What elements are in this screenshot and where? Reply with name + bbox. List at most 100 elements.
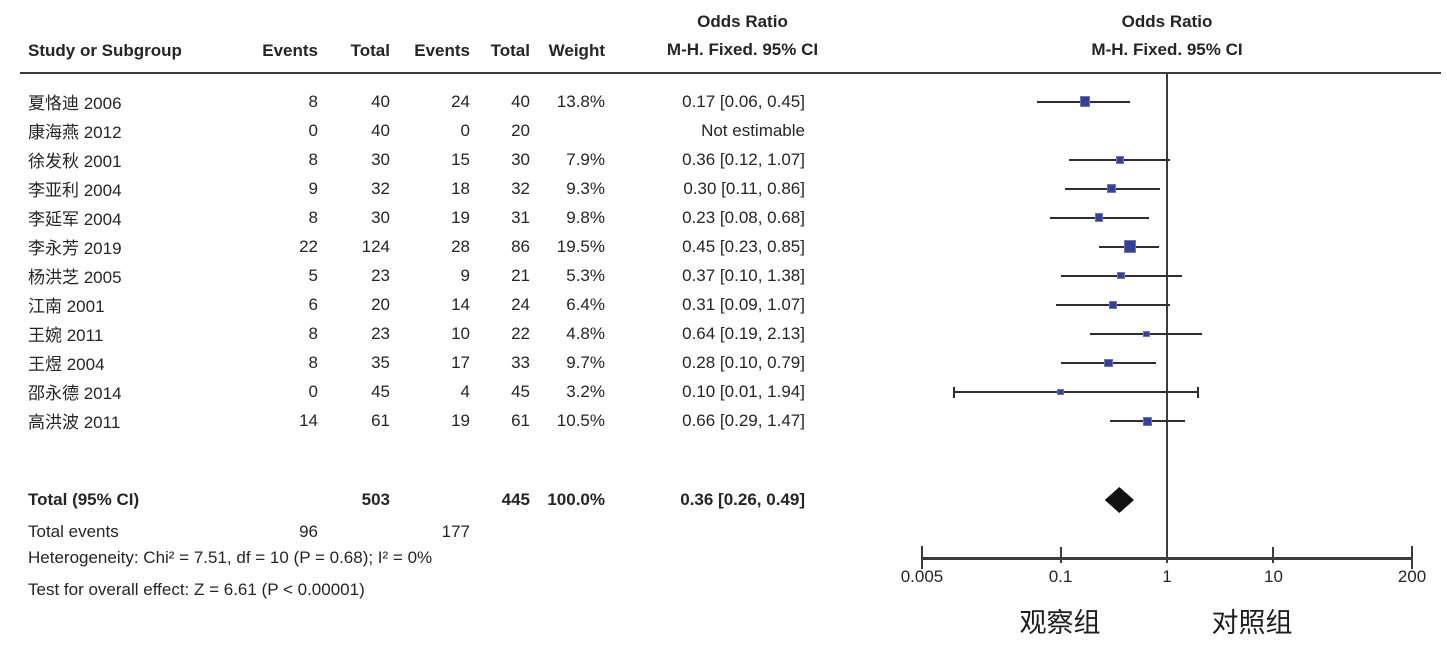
ci-cap-left	[953, 386, 956, 398]
total-or-ci: 0.36 [0.26, 0.49]	[680, 489, 805, 509]
x-axis-tick	[1059, 547, 1062, 563]
total-ctrl-cell: 33	[511, 352, 530, 372]
study-name-cell: 高洪波 2011	[28, 413, 121, 432]
or-column-header: Odds Ratio M-H. Fixed. 95% CI	[600, 8, 885, 64]
x-axis-tick-label: 1	[1162, 567, 1172, 586]
or-ci-cell: 0.64 [0.19, 2.13]	[682, 323, 805, 343]
total-ctrl-n: 445	[501, 489, 530, 509]
total-weight: 100.0%	[547, 489, 605, 509]
study-name-cell: 江南 2001	[28, 297, 105, 316]
or-point-square	[1106, 184, 1116, 194]
or-ci-cell: 0.45 [0.23, 0.85]	[682, 236, 805, 256]
or-ci-cell: 0.10 [0.01, 1.94]	[682, 381, 805, 401]
weight-cell: 13.8%	[556, 91, 605, 111]
total-label: Total (95% CI)	[28, 489, 140, 509]
weight-cell: 3.2%	[566, 381, 605, 401]
study-name-cell: 邵永德 2014	[28, 384, 122, 403]
ci-line	[1099, 245, 1160, 248]
events-ctrl-cell: 18	[451, 178, 470, 198]
ci-line	[1060, 362, 1157, 365]
x-axis-tick-label: 200	[1397, 567, 1427, 586]
header-events-ctrl: Events	[414, 40, 470, 60]
events-ctrl-cell: 28	[451, 236, 470, 256]
weight-cell: 5.3%	[566, 265, 605, 285]
header-rule	[20, 72, 1441, 74]
table-row: 康海燕 2012 0 40 0 20 Not estimable	[28, 116, 818, 145]
table-row: 王婉 2011 8 23 10 22 4.8% 0.64 [0.19, 2.13]	[28, 319, 818, 348]
total-events-row: Total events 96 177	[28, 517, 818, 546]
x-axis-tick-label: 10	[1264, 567, 1283, 586]
or-point-square	[1103, 358, 1113, 368]
total-ctrl-cell: 86	[511, 236, 530, 256]
ci-line	[1050, 216, 1150, 219]
total-exp-cell: 61	[371, 410, 390, 430]
header-total-exp: Total	[350, 40, 390, 60]
total-events-ctrl: 177	[441, 521, 470, 541]
study-name-cell: 李永芳 2019	[28, 239, 122, 258]
total-exp-cell: 30	[371, 149, 390, 169]
total-ctrl-cell: 24	[511, 294, 530, 314]
summary-diamond	[1104, 487, 1134, 513]
events-ctrl-cell: 10	[451, 323, 470, 343]
x-axis-tick	[1166, 547, 1168, 563]
or-ci-cell: 0.28 [0.10, 0.79]	[682, 352, 805, 372]
total-ctrl-cell: 45	[511, 381, 530, 401]
or-point-square	[1142, 330, 1150, 338]
events-ctrl-cell: 15	[451, 149, 470, 169]
events-exp-cell: 8	[308, 149, 318, 169]
plot-column-header-line1: Odds Ratio	[1121, 12, 1213, 31]
events-ctrl-cell: 24	[451, 91, 470, 111]
total-events-label: Total events	[28, 521, 119, 541]
or-column-header-line1: Odds Ratio	[697, 12, 788, 31]
group-label-left: 观察组	[1019, 608, 1101, 638]
total-ctrl-cell: 32	[511, 178, 530, 198]
table-row: 夏恪迪 2006 8 40 24 40 13.8% 0.17 [0.06, 0.45]	[28, 87, 818, 116]
or-point-square	[1079, 96, 1091, 107]
weight-cell: 9.8%	[566, 207, 605, 227]
or-ci-cell: 0.66 [0.29, 1.47]	[682, 410, 805, 430]
x-axis-line	[922, 557, 1412, 560]
overall-effect-line: Test for overall effect: Z = 6.61 (P < 0…	[28, 580, 365, 599]
table-row: 江南 2001 6 20 14 24 6.4% 0.31 [0.09, 1.07]	[28, 290, 818, 319]
header-weight: Weight	[548, 40, 605, 60]
or-ci-cell: 0.31 [0.09, 1.07]	[682, 294, 805, 314]
total-ctrl-cell: 31	[511, 207, 530, 227]
events-exp-cell: 8	[308, 323, 318, 343]
total-ctrl-cell: 20	[511, 120, 530, 140]
events-exp-cell: 9	[308, 178, 318, 198]
study-name-cell: 康海燕 2012	[28, 123, 122, 142]
events-exp-cell: 8	[308, 352, 318, 372]
study-name-cell: 王婉 2011	[28, 326, 104, 345]
events-exp-cell: 14	[299, 410, 318, 430]
group-label-right: 对照组	[1211, 608, 1293, 638]
table-row: 李永芳 2019 22 124 28 86 19.5% 0.45 [0.23, 0.85]	[28, 232, 818, 261]
weight-cell: 7.9%	[566, 149, 605, 169]
study-name-cell: 李亚利 2004	[28, 181, 122, 200]
total-ctrl-cell: 30	[511, 149, 530, 169]
events-exp-cell: 8	[308, 207, 318, 227]
ci-line	[1090, 332, 1202, 335]
x-axis-tick	[1272, 547, 1275, 563]
study-name-cell: 夏恪迪 2006	[28, 94, 122, 113]
or-ci-cell: 0.17 [0.06, 0.45]	[682, 91, 805, 111]
events-ctrl-cell: 17	[451, 352, 470, 372]
ci-line	[1064, 187, 1160, 190]
x-axis-tick-label: 0.005	[900, 567, 944, 586]
total-exp-cell: 23	[371, 265, 390, 285]
weight-cell: 4.8%	[566, 323, 605, 343]
or-ci-cell: Not estimable	[701, 120, 805, 140]
total-exp-cell: 32	[371, 178, 390, 198]
weight-cell: 19.5%	[556, 236, 605, 256]
total-exp-cell: 45	[371, 381, 390, 401]
total-exp-cell: 23	[371, 323, 390, 343]
study-name-cell: 杨洪芝 2005	[28, 268, 122, 287]
table-row: 李延军 2004 8 30 19 31 9.8% 0.23 [0.08, 0.68]	[28, 203, 818, 232]
total-row: Total (95% CI) 503 445 100.0% 0.36 [0.26…	[28, 485, 818, 514]
events-ctrl-cell: 9	[460, 265, 470, 285]
weight-cell: 9.3%	[566, 178, 605, 198]
ci-line	[1036, 100, 1131, 103]
events-exp-cell: 8	[308, 91, 318, 111]
or-ci-cell: 0.36 [0.12, 1.07]	[682, 149, 805, 169]
or-point-square	[1143, 416, 1153, 426]
